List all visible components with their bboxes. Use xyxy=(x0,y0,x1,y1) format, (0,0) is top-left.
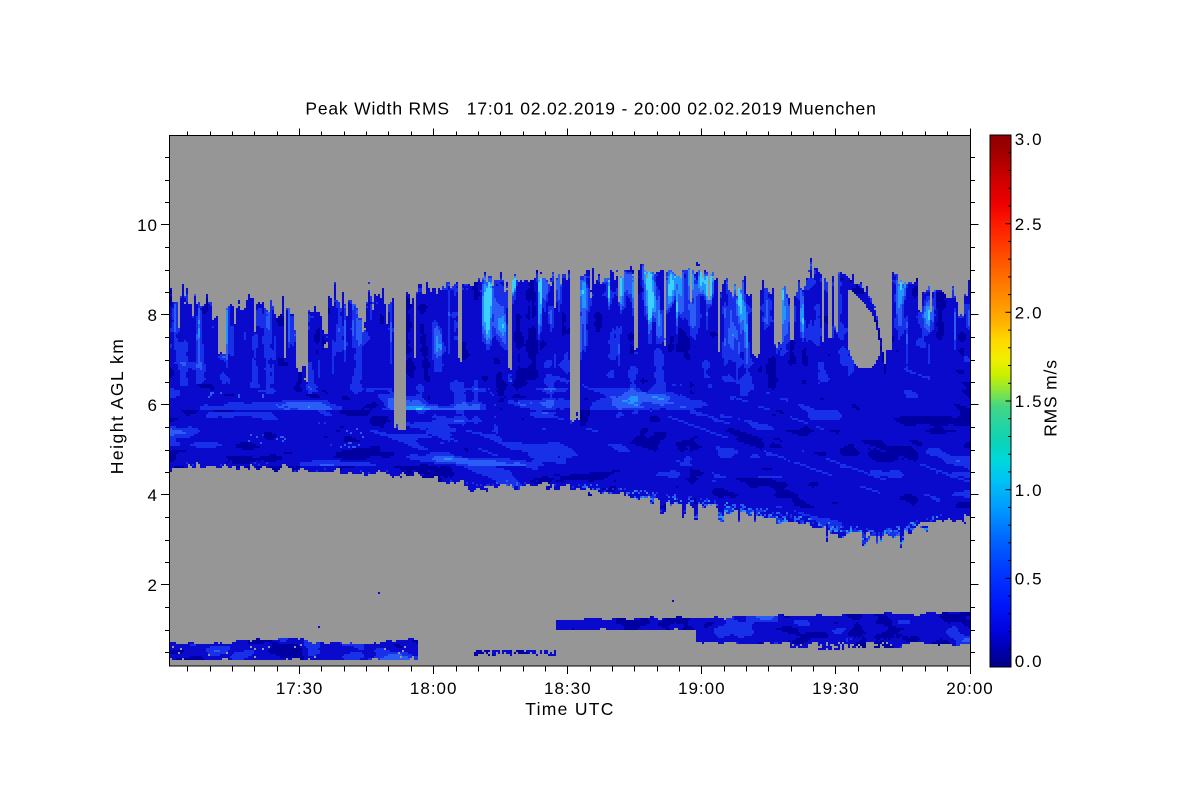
svg-text:10: 10 xyxy=(137,216,158,235)
svg-text:6: 6 xyxy=(148,396,158,415)
svg-text:18:00: 18:00 xyxy=(410,679,458,698)
svg-text:2: 2 xyxy=(148,576,158,595)
svg-text:3.0: 3.0 xyxy=(1015,130,1043,149)
svg-text:0.5: 0.5 xyxy=(1015,570,1043,589)
svg-text:2.0: 2.0 xyxy=(1015,304,1043,323)
svg-text:18:30: 18:30 xyxy=(544,679,592,698)
svg-text:1.5: 1.5 xyxy=(1015,392,1043,411)
svg-text:RMS m/s: RMS m/s xyxy=(1041,359,1061,437)
svg-text:1.0: 1.0 xyxy=(1015,481,1043,500)
svg-text:4: 4 xyxy=(148,486,158,505)
svg-text:17:30: 17:30 xyxy=(276,679,324,698)
svg-text:Peak Width RMS 17:01 02.02.2: Peak Width RMS 17:01 02.02.2019 - 20:00 … xyxy=(305,99,876,119)
svg-text:8: 8 xyxy=(148,306,158,325)
svg-text:19:30: 19:30 xyxy=(812,679,860,698)
svg-text:20:00: 20:00 xyxy=(946,679,994,698)
svg-text:0.0: 0.0 xyxy=(1015,652,1043,671)
svg-text:Height AGL km: Height AGL km xyxy=(107,338,127,475)
svg-text:Time UTC: Time UTC xyxy=(525,699,614,719)
svg-text:2.5: 2.5 xyxy=(1015,215,1043,234)
svg-text:19:00: 19:00 xyxy=(678,679,726,698)
